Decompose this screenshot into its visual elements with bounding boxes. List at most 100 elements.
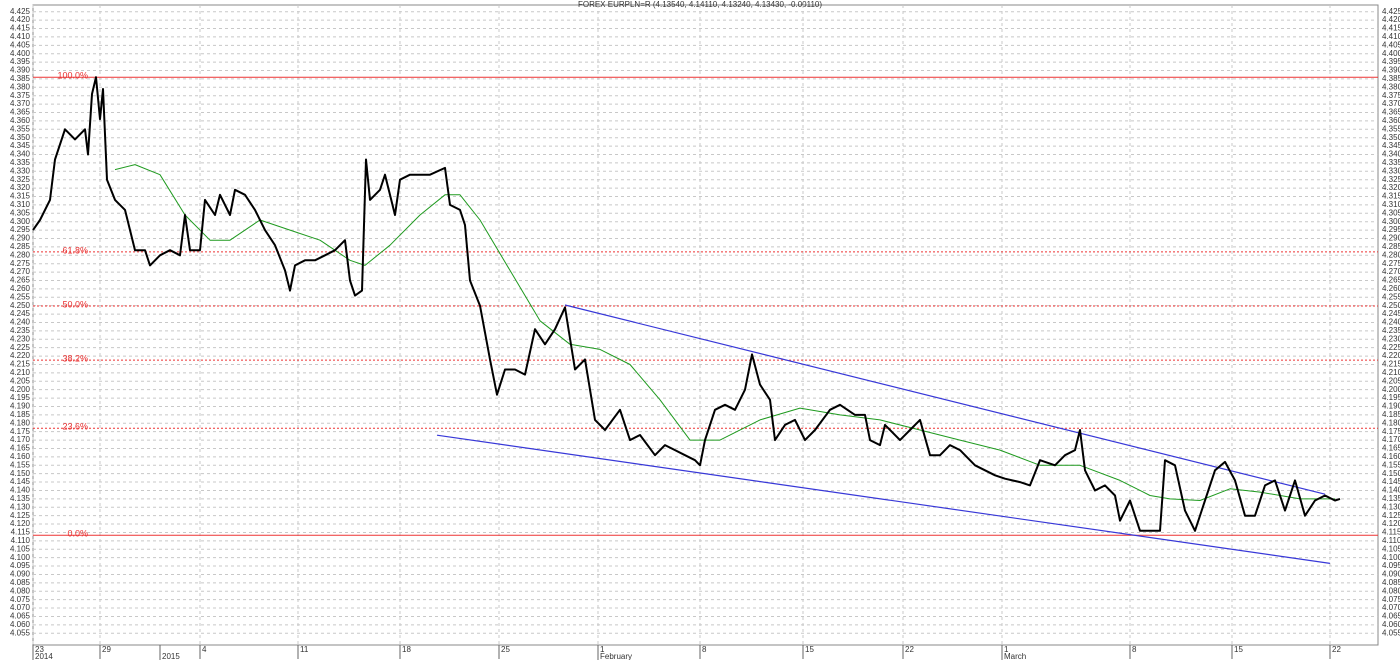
y-tick-label-right: 4.390 — [1382, 66, 1400, 75]
x-tick-label: 4 — [202, 645, 207, 654]
y-tick-label: 4.315 — [10, 192, 31, 201]
y-tick-label-right: 4.300 — [1382, 217, 1400, 226]
x-period-label: February — [600, 652, 632, 660]
y-tick-label: 4.100 — [10, 553, 31, 562]
y-tick-label-right: 4.185 — [1382, 410, 1400, 419]
y-tick-label: 4.270 — [10, 267, 31, 276]
x-tick-label: 29 — [102, 645, 111, 654]
y-tick-label: 4.290 — [10, 234, 31, 243]
fib-label: 0.0% — [67, 529, 88, 539]
y-tick-label-right: 4.180 — [1382, 418, 1400, 427]
y-tick-label-right: 4.305 — [1382, 208, 1400, 217]
y-tick-label: 4.325 — [10, 175, 31, 184]
y-tick-label: 4.150 — [10, 469, 31, 478]
y-tick-label: 4.320 — [10, 183, 31, 192]
y-tick-label: 4.350 — [10, 133, 31, 142]
y-tick-label: 4.230 — [10, 334, 31, 343]
y-tick-label-right: 4.255 — [1382, 292, 1400, 301]
y-tick-label-right: 4.240 — [1382, 318, 1400, 327]
x-tick-label: 25 — [501, 645, 510, 654]
x-tick-label: 8 — [1132, 645, 1137, 654]
y-tick-label: 4.405 — [10, 40, 31, 49]
y-tick-label-right: 4.340 — [1382, 150, 1400, 159]
fib-label: 100.0% — [57, 71, 88, 81]
y-tick-label: 4.170 — [10, 435, 31, 444]
y-tick-label-right: 4.260 — [1382, 284, 1400, 293]
y-tick-label-right: 4.095 — [1382, 561, 1400, 570]
y-tick-label-right: 4.310 — [1382, 200, 1400, 209]
y-tick-label: 4.335 — [10, 158, 31, 167]
y-tick-label: 4.305 — [10, 208, 31, 217]
y-tick-label-right: 4.400 — [1382, 49, 1400, 58]
y-tick-label-right: 4.150 — [1382, 469, 1400, 478]
x-tick-label: 11 — [300, 645, 309, 654]
fib-levels: 100.0% 61.8% 50.0% 38.2% 23.6% 0.0% — [33, 71, 1378, 539]
y-tick-label: 4.310 — [10, 200, 31, 209]
y-tick-label-right: 4.165 — [1382, 444, 1400, 453]
y-tick-label-right: 4.190 — [1382, 402, 1400, 411]
y-tick-label-right: 4.415 — [1382, 24, 1400, 33]
y-tick-label-right: 4.155 — [1382, 460, 1400, 469]
y-tick-label: 4.240 — [10, 318, 31, 327]
y-tick-label: 4.060 — [10, 620, 31, 629]
fib-label: 50.0% — [62, 299, 88, 309]
y-tick-label-right: 4.275 — [1382, 259, 1400, 268]
y-tick-label: 4.220 — [10, 351, 31, 360]
y-tick-label-right: 4.125 — [1382, 511, 1400, 520]
y-tick-label: 4.265 — [10, 276, 31, 285]
y-tick-label-right: 4.115 — [1382, 528, 1400, 537]
y-tick-label-right: 4.425 — [1382, 7, 1400, 16]
y-tick-label: 4.080 — [10, 586, 31, 595]
y-tick-label-right: 4.060 — [1382, 620, 1400, 629]
y-tick-label-right: 4.080 — [1382, 586, 1400, 595]
y-tick-label-right: 4.420 — [1382, 15, 1400, 24]
y-tick-label: 4.055 — [10, 628, 31, 637]
y-tick-label-right: 4.375 — [1382, 91, 1400, 100]
price-line — [114, 164, 1335, 501]
y-tick-label-right: 4.385 — [1382, 74, 1400, 83]
y-tick-label-right: 4.210 — [1382, 368, 1400, 377]
y-tick-label-right: 4.370 — [1382, 99, 1400, 108]
y-tick-label-right: 4.215 — [1382, 360, 1400, 369]
y-tick-label-right: 4.170 — [1382, 435, 1400, 444]
y-tick-label-right: 4.320 — [1382, 183, 1400, 192]
y-tick-label: 4.065 — [10, 612, 31, 621]
y-tick-label: 4.210 — [10, 368, 31, 377]
y-tick-label-right: 4.315 — [1382, 192, 1400, 201]
y-tick-label: 4.235 — [10, 326, 31, 335]
x-tick-label: 22 — [905, 645, 914, 654]
y-tick-label-right: 4.065 — [1382, 612, 1400, 621]
y-tick-label: 4.260 — [10, 284, 31, 293]
y-tick-label: 4.090 — [10, 570, 31, 579]
y-tick-label: 4.345 — [10, 141, 31, 150]
y-tick-label: 4.180 — [10, 418, 31, 427]
x-tick-label: 15 — [1234, 645, 1243, 654]
y-tick-label-right: 4.350 — [1382, 133, 1400, 142]
y-tick-label-right: 4.360 — [1382, 116, 1400, 125]
y-tick-label: 4.280 — [10, 250, 31, 259]
y-tick-label: 4.375 — [10, 91, 31, 100]
x-period-label: 2015 — [162, 652, 180, 660]
y-tick-label: 4.385 — [10, 74, 31, 83]
y-tick-label-right: 4.225 — [1382, 343, 1400, 352]
y-tick-label-right: 4.290 — [1382, 234, 1400, 243]
y-tick-label: 4.175 — [10, 427, 31, 436]
y-tick-label: 4.425 — [10, 7, 31, 16]
y-tick-label: 4.195 — [10, 393, 31, 402]
y-tick-label-right: 4.135 — [1382, 494, 1400, 503]
y-tick-label-right: 4.055 — [1382, 628, 1400, 637]
y-tick-label-right: 4.160 — [1382, 452, 1400, 461]
y-tick-label-right: 4.355 — [1382, 124, 1400, 133]
y-tick-label-right: 4.230 — [1382, 334, 1400, 343]
y-tick-label: 4.285 — [10, 242, 31, 251]
y-tick-label: 4.130 — [10, 502, 31, 511]
y-tick-label-right: 4.295 — [1382, 225, 1400, 234]
y-tick-label-right: 4.365 — [1382, 108, 1400, 117]
y-tick-label-right: 4.110 — [1382, 536, 1400, 545]
y-tick-label: 4.095 — [10, 561, 31, 570]
y-tick-label-right: 4.335 — [1382, 158, 1400, 167]
y-tick-label: 4.380 — [10, 82, 31, 91]
x-tick-label: 22 — [1332, 645, 1341, 654]
y-tick-label: 4.410 — [10, 32, 31, 41]
